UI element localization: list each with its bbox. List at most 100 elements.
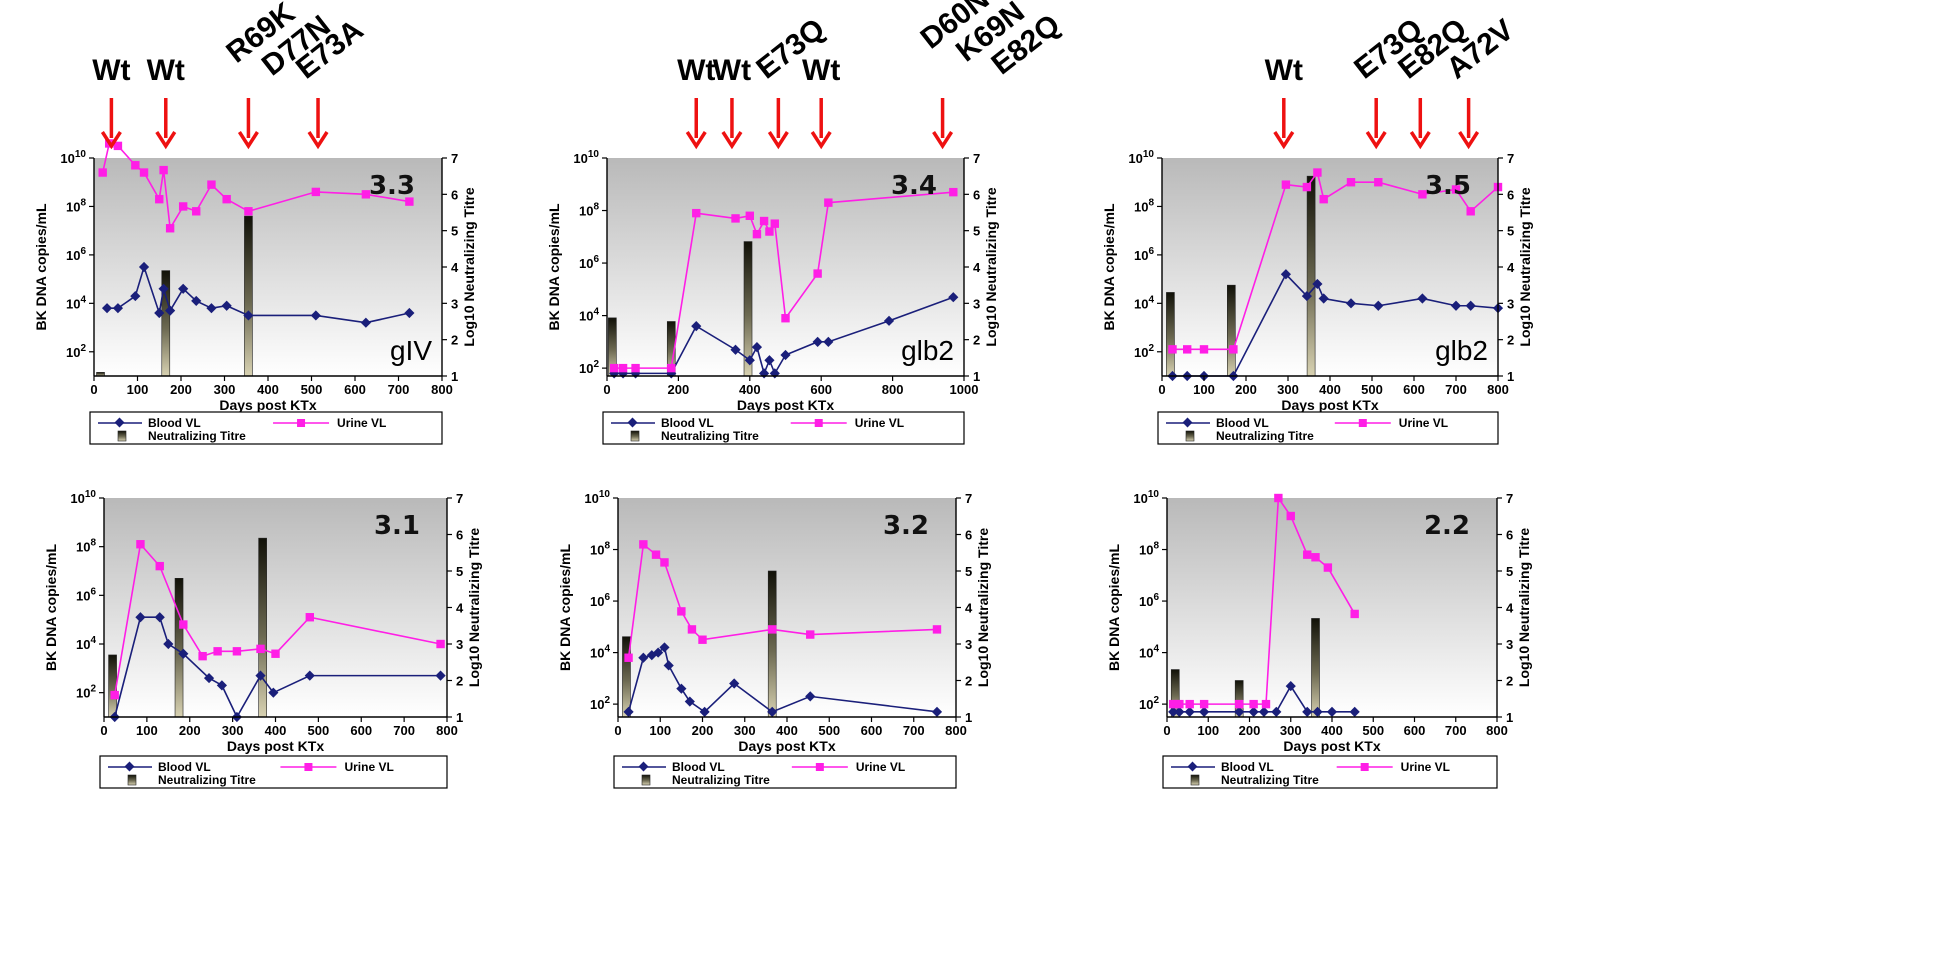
x-tick-label: 0 xyxy=(1158,382,1165,397)
urine-vl-point xyxy=(1323,563,1333,572)
blood-vl-point xyxy=(948,292,959,303)
x-tick-label: 200 xyxy=(692,723,714,738)
blood-vl-point xyxy=(931,706,943,717)
blood-vl-point xyxy=(1248,706,1259,717)
y2-tick-label: 7 xyxy=(1506,491,1513,506)
plot-area xyxy=(618,498,956,717)
blood-vl-point xyxy=(178,283,189,294)
titre-bar xyxy=(258,537,267,718)
legend-box xyxy=(99,755,448,789)
urine-vl-point xyxy=(660,558,669,567)
titre-bar xyxy=(743,241,753,377)
blood-vl-point xyxy=(744,355,755,366)
urine-vl-point xyxy=(192,207,201,216)
plot-area xyxy=(94,158,442,376)
x-tick-label: 300 xyxy=(1277,382,1299,397)
legend-blood-marker xyxy=(1182,417,1193,428)
mutation-label: D60NK69NE82Q xyxy=(915,0,1067,106)
y2-tick-label: 5 xyxy=(456,564,463,579)
x-tick-label: 600 xyxy=(344,382,366,397)
urine-vl-point xyxy=(1303,550,1312,559)
urine-vl-point xyxy=(1168,345,1177,354)
genotype-label: glb2 xyxy=(1435,335,1488,366)
chart-panel-3.1: 0 100 200 300 400 500 600 700 800 Days post KTx 10… xyxy=(43,489,482,789)
chart-panel-3.4: 0 200 400 600 800 1000 Days post KTx 102 104 106 1… xyxy=(546,0,1067,445)
x-tick-label: 600 xyxy=(1403,382,1425,397)
arrow-head xyxy=(810,131,832,150)
panel-label: 3.1 xyxy=(374,511,420,541)
y2-axis-label: Log10 Neutralizing Titre xyxy=(1517,187,1533,346)
legend-urine-marker xyxy=(304,763,313,771)
x-tick-label: 200 xyxy=(170,382,192,397)
x-axis-label: Days post KTx xyxy=(1283,738,1380,754)
y-tick-label: 108 xyxy=(579,202,599,219)
y2-tick-label: 5 xyxy=(1506,564,1513,579)
titre-bar xyxy=(1311,618,1320,718)
urine-vl-point xyxy=(639,540,648,549)
arrow-head xyxy=(767,131,789,150)
blood-vl-point xyxy=(101,303,113,314)
y-tick-label: 1010 xyxy=(70,489,96,506)
y-tick-label: 108 xyxy=(1134,197,1154,214)
urine-vl-point xyxy=(781,314,790,323)
legend-box xyxy=(1162,755,1498,789)
blood-vl-point xyxy=(823,336,834,347)
y-tick-label: 102 xyxy=(579,359,599,376)
y2-tick-label: 1 xyxy=(451,369,458,384)
x-tick-label: 0 xyxy=(603,382,610,397)
urine-vl-point xyxy=(178,202,188,211)
urine-vl-point xyxy=(405,197,414,206)
y2-tick-label: 7 xyxy=(965,491,972,506)
legend-urine-marker xyxy=(814,419,823,427)
blood-vl-point xyxy=(112,303,124,314)
x-tick-label: 200 xyxy=(179,723,201,738)
legend-urine-label: Urine VL xyxy=(344,760,393,774)
titre-bar xyxy=(108,654,117,718)
legend-blood-marker xyxy=(124,761,135,772)
y-tick-label: 1010 xyxy=(584,489,610,506)
legend: Blood VL Urine VL Neutralizing Titre xyxy=(602,411,965,445)
y-tick-label: 104 xyxy=(76,635,96,652)
urine-vl-point xyxy=(731,214,740,223)
y-tick-label: 106 xyxy=(1139,592,1159,609)
y-tick-label: 104 xyxy=(1139,644,1159,661)
x-tick-label: 400 xyxy=(1321,723,1343,738)
arrow-head xyxy=(155,131,177,150)
y2-tick-label: 7 xyxy=(451,151,458,166)
y-axis-label: BK DNA copies/mL xyxy=(43,544,59,672)
blood-vl-point xyxy=(360,317,371,328)
blood-vl-point xyxy=(1168,706,1179,717)
x-tick-label: 100 xyxy=(136,723,158,738)
arrow-head xyxy=(100,131,122,150)
y2-tick-label: 1 xyxy=(973,369,980,384)
urine-vl-point xyxy=(677,607,686,616)
arrow-head xyxy=(1365,131,1387,150)
urine-vl-point xyxy=(436,639,445,649)
legend-urine-marker xyxy=(1360,763,1369,771)
legend-urine-marker xyxy=(297,419,306,427)
urine-vl-point xyxy=(813,269,822,278)
urine-vl-point xyxy=(159,165,168,175)
y2-tick-label: 2 xyxy=(456,674,463,689)
x-tick-label: 800 xyxy=(1487,382,1509,397)
y-tick-label: 1010 xyxy=(1133,489,1159,506)
y2-tick-label: 7 xyxy=(1507,151,1514,166)
y2-tick-label: 5 xyxy=(965,564,972,579)
y-tick-label: 1010 xyxy=(60,149,86,166)
urine-vl-point xyxy=(1350,609,1359,619)
x-tick-label: 800 xyxy=(1486,723,1508,738)
y-tick-label: 106 xyxy=(1134,246,1154,263)
x-axis-label: Days post KTx xyxy=(737,397,834,413)
urine-vl-point xyxy=(1346,178,1356,187)
urine-vl-point xyxy=(207,180,216,189)
y-tick-label: 102 xyxy=(1134,343,1154,360)
urine-vl-point xyxy=(745,211,754,220)
titre-bar xyxy=(767,570,777,718)
y2-tick-label: 2 xyxy=(1507,333,1514,348)
legend-box xyxy=(1157,411,1499,445)
legend-blood-label: Blood VL xyxy=(661,416,714,430)
legend: Blood VL Urine VL Neutralizing Titre xyxy=(89,411,443,445)
urine-vl-point xyxy=(256,644,265,654)
x-tick-label: 600 xyxy=(1404,723,1426,738)
